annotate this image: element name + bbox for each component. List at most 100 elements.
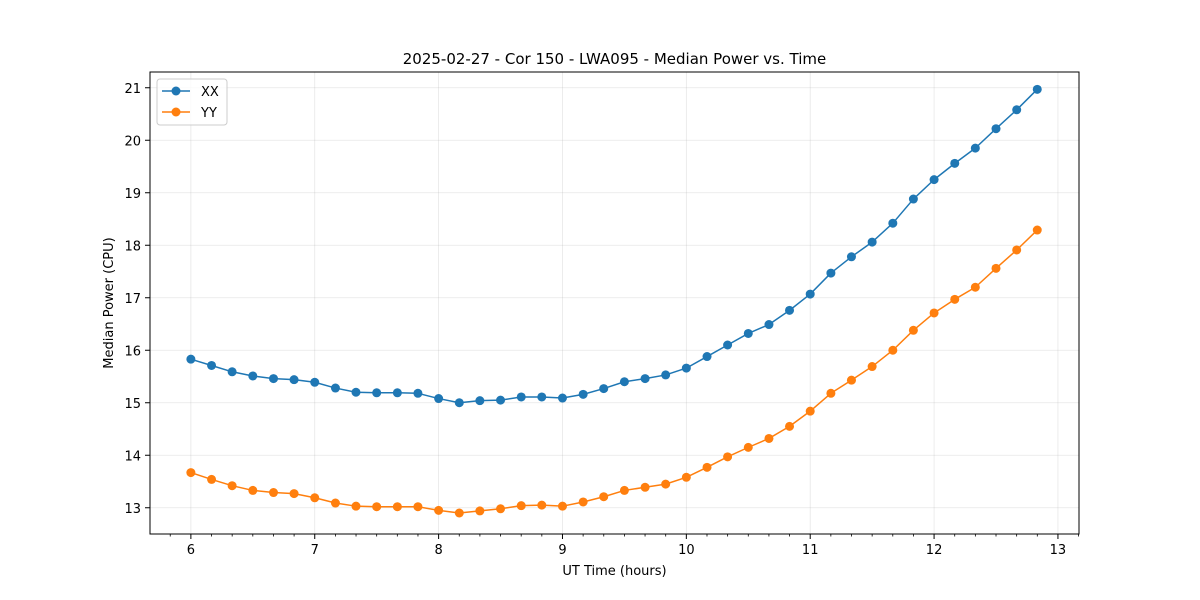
data-point-yy (537, 500, 547, 510)
data-point-xx (392, 388, 402, 398)
data-point-xx (289, 375, 299, 385)
grid (150, 72, 1079, 534)
data-point-xx (351, 387, 361, 397)
data-point-yy (599, 492, 609, 502)
data-point-yy (846, 375, 856, 385)
data-point-xx (310, 377, 320, 387)
data-point-xx (619, 377, 629, 387)
data-point-xx (970, 143, 980, 153)
data-point-yy (578, 497, 588, 507)
y-tick-label: 19 (124, 187, 141, 202)
data-point-xx (475, 396, 485, 406)
data-point-yy (248, 485, 258, 495)
data-point-xx (929, 175, 939, 185)
data-point-xx (516, 392, 526, 402)
chart-title: 2025-02-27 - Cor 150 - LWA095 - Median P… (403, 50, 827, 68)
legend: XX YY (156, 78, 228, 126)
data-point-xx (434, 394, 444, 404)
data-point-xx (661, 370, 671, 380)
data-point-yy (227, 481, 237, 491)
y-tick-label: 21 (124, 82, 141, 97)
data-point-xx (330, 383, 340, 393)
data-point-xx (702, 352, 712, 362)
data-point-yy (310, 493, 320, 503)
series-line-yy (190, 229, 1038, 514)
legend-marker-yy (171, 107, 181, 117)
x-axis: 6 7 8 9 10 11 12 13 (169, 534, 1079, 558)
data-point-xx (537, 392, 547, 402)
x-tick-label: 12 (926, 543, 943, 558)
data-point-yy (434, 505, 444, 515)
data-point-yy (619, 485, 629, 495)
data-point-yy (785, 421, 795, 431)
x-tick-label: 10 (678, 543, 695, 558)
y-tick-label: 20 (124, 134, 141, 149)
data-point-yy (186, 468, 196, 478)
data-point-xx (227, 367, 237, 377)
data-point-yy (1012, 245, 1022, 255)
y-tick-label: 14 (124, 449, 141, 464)
data-point-yy (557, 501, 567, 511)
data-point-yy (826, 388, 836, 398)
data-point-yy (496, 504, 506, 514)
y-tick-label: 16 (124, 344, 141, 359)
legend-label-xx: XX (201, 85, 219, 100)
data-point-xx (557, 393, 567, 403)
data-point-xx (743, 328, 753, 338)
legend-label-yy: YY (200, 106, 217, 121)
x-tick-label: 9 (558, 543, 566, 558)
data-point-xx (681, 363, 691, 373)
data-point-yy (516, 501, 526, 511)
data-point-yy (702, 462, 712, 472)
data-point-xx (1032, 84, 1042, 94)
data-point-xx (805, 289, 815, 299)
data-point-yy (764, 433, 774, 443)
data-point-yy (888, 345, 898, 355)
data-point-yy (413, 502, 423, 512)
data-point-yy (372, 502, 382, 512)
data-point-xx (867, 237, 877, 247)
data-point-xx (269, 374, 278, 384)
data-point-yy (207, 474, 217, 484)
plot-frame (149, 71, 1080, 535)
data-point-xx (578, 389, 588, 399)
y-tick-label: 13 (124, 502, 141, 517)
data-point-xx (908, 194, 918, 204)
data-point-yy (330, 498, 340, 508)
data-point-xx (991, 124, 1001, 134)
data-point-xx (723, 340, 733, 350)
data-point-yy (640, 482, 650, 492)
data-point-xx (599, 384, 609, 394)
series-layer (186, 84, 1042, 518)
y-tick-label: 18 (124, 239, 141, 254)
data-point-xx (764, 320, 774, 330)
x-axis-label: UT Time (hours) (562, 564, 666, 579)
y-axis: 13 14 15 16 17 18 19 20 21 (124, 82, 150, 517)
legend-marker-xx (171, 86, 181, 96)
x-tick-label: 13 (1050, 543, 1067, 558)
data-point-yy (681, 472, 691, 482)
data-point-xx (888, 218, 898, 228)
x-tick-label: 6 (187, 543, 195, 558)
data-point-yy (929, 308, 939, 318)
data-point-yy (805, 406, 815, 416)
data-point-yy (743, 442, 753, 452)
y-axis-label: Median Power (CPU) (102, 237, 117, 368)
data-point-xx (454, 398, 464, 408)
data-point-xx (372, 388, 382, 398)
data-point-yy (289, 489, 299, 499)
y-tick-label: 17 (124, 292, 141, 307)
data-point-xx (207, 360, 217, 370)
data-point-xx (186, 354, 196, 364)
data-point-yy (970, 282, 980, 292)
data-point-yy (475, 506, 485, 516)
data-point-yy (950, 294, 960, 304)
data-point-yy (392, 502, 402, 512)
data-point-xx (640, 374, 650, 384)
x-tick-label: 7 (311, 543, 319, 558)
x-tick-label: 11 (802, 543, 819, 558)
data-point-xx (248, 371, 258, 381)
data-point-yy (908, 325, 918, 335)
data-point-yy (661, 479, 671, 489)
